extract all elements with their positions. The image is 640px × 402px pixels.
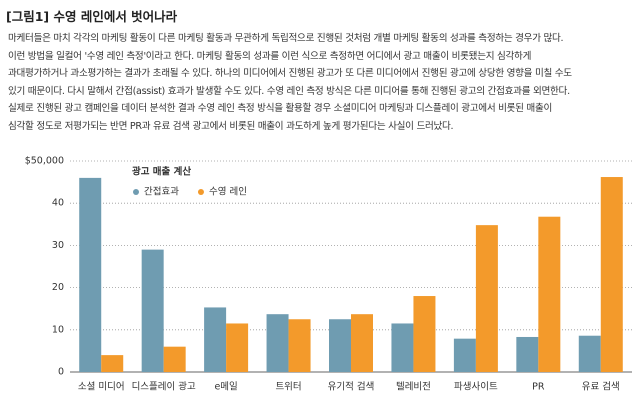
- x-tick-label: PR: [532, 382, 545, 393]
- bar: [600, 177, 623, 372]
- legend-label: 수영 레인: [209, 187, 247, 198]
- legend-title: 광고 매출 계산: [132, 166, 191, 178]
- bar: [163, 346, 186, 372]
- legend-label: 간접효과: [144, 186, 179, 198]
- y-tick-label: 20: [52, 282, 64, 293]
- x-tick-label: 파생사이트: [454, 382, 498, 393]
- y-tick-label: 10: [52, 324, 64, 335]
- y-tick-label: $50,000: [25, 156, 64, 167]
- body-text: 마케터들은 마치 각각의 마케팅 활동이 다른 마케팅 활동과 무관하게 독립적…: [8, 30, 572, 136]
- bar: [538, 216, 561, 372]
- bar: [226, 323, 249, 372]
- bar: [413, 296, 436, 372]
- bar: [204, 307, 227, 372]
- bar: [141, 249, 164, 372]
- text-line: 있기 때문이다. 다시 말해서 간접(assist) 효과가 발생할 수도 있다…: [8, 85, 570, 97]
- bar: [329, 319, 351, 372]
- legend-swatch: [133, 189, 139, 195]
- bar: [578, 335, 601, 372]
- x-tick-label: 유료 검색: [582, 381, 620, 393]
- y-tick-label: 40: [52, 198, 64, 209]
- text-line: 과대평가하거나 과소평가하는 결과가 초래될 수 있다. 하나의 미디어에서 진…: [8, 68, 572, 80]
- x-tick-label: 트위터: [275, 381, 301, 393]
- y-tick-label: 0: [58, 367, 64, 378]
- bar: [453, 338, 476, 372]
- bar: [288, 319, 311, 372]
- bar: [101, 355, 124, 372]
- y-tick-label: 30: [52, 240, 64, 251]
- x-tick-label: 텔레비전: [396, 381, 431, 393]
- x-tick-label: 유기적 검색: [328, 381, 375, 393]
- text-line: 심각할 정도로 저평가되는 반면 PR과 유료 검색 광고에서 비롯된 매출이 …: [8, 120, 454, 132]
- bar: [79, 177, 102, 372]
- text-line: 이런 방법을 일컬어 '수영 레인 측정'이라고 한다. 마케팅 활동의 성과를…: [8, 50, 532, 62]
- bar: [475, 225, 498, 372]
- bar: [266, 314, 289, 372]
- bar: [351, 314, 373, 372]
- bar: [391, 323, 414, 372]
- legend-swatch: [197, 189, 204, 195]
- text-line: 실제로 진행된 광고 캠페인을 데이터 분석한 결과 수영 레인 측정 방식을 …: [8, 103, 553, 115]
- x-tick-label: e메일: [214, 382, 237, 393]
- figure-title: [그림1] 수영 레인에서 벗어나라: [6, 9, 178, 24]
- text-line: 마케터들은 마치 각각의 마케팅 활동이 다른 마케팅 활동과 무관하게 독립적…: [8, 33, 564, 44]
- x-tick-label: 소셜 미디어: [78, 382, 125, 393]
- bar: [516, 336, 539, 372]
- x-tick-label: 디스플레이 광고: [132, 381, 196, 393]
